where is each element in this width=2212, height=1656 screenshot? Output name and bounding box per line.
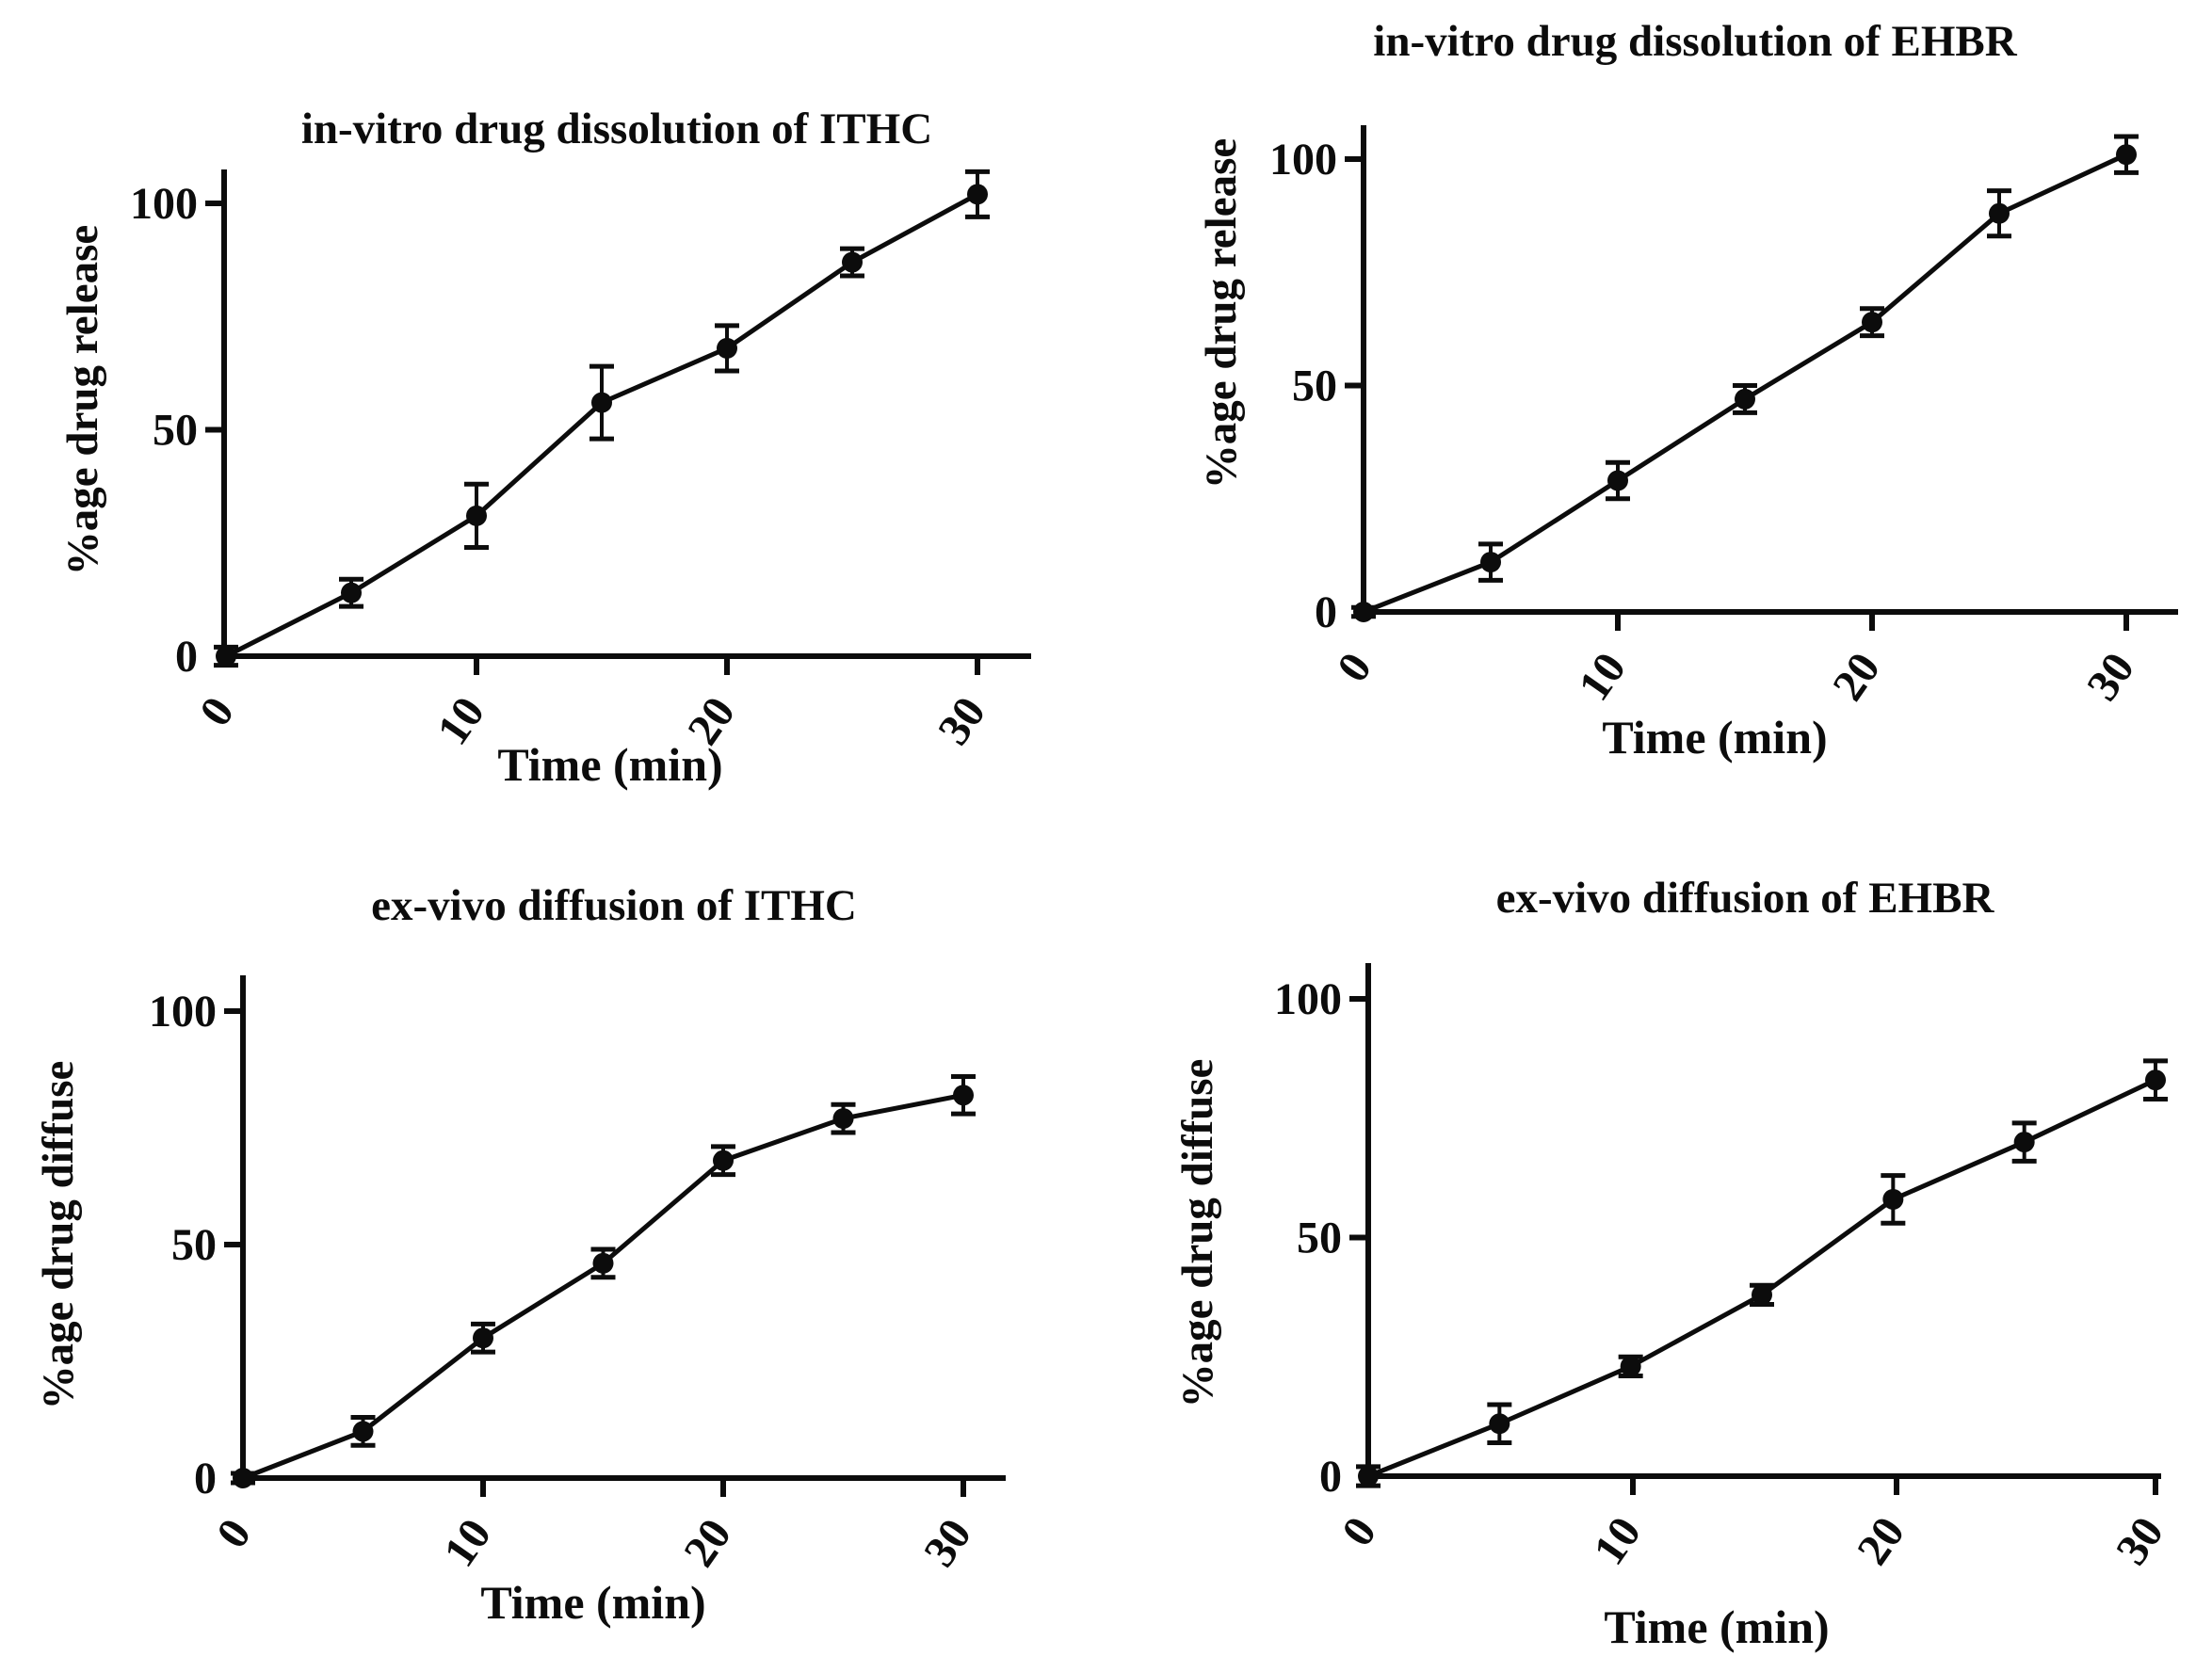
data-point-marker <box>466 505 487 526</box>
chart-invitro-dissolution-ithc: 0 50 100 0 10 20 30 in-vitro drug dissolution … <box>0 0 1106 828</box>
x-tick-label: 20 <box>674 1510 741 1576</box>
y-tick-label: 100 <box>1274 974 1342 1024</box>
data-point-marker <box>1989 202 2010 224</box>
x-axis-label: Time (min) <box>1604 1600 1830 1653</box>
y-tick-label: 0 <box>175 632 198 682</box>
x-tick-label: 10 <box>1569 644 1636 710</box>
chart-title: ex-vivo diffusion of ITHC <box>371 881 857 930</box>
x-tick-label: 20 <box>1823 644 1890 710</box>
x-tick-label: 0 <box>207 1510 261 1557</box>
y-axis-label: %age drug diffuse <box>34 1060 83 1410</box>
x-tick-label: 0 <box>1328 644 1381 691</box>
data-point-marker <box>591 392 612 413</box>
x-tick-label: 0 <box>190 688 244 735</box>
data-point-marker <box>1752 1284 1772 1306</box>
x-tick-label: 30 <box>2077 644 2144 710</box>
data-line <box>1367 1077 2157 1479</box>
data-point-marker <box>592 1252 614 1274</box>
y-axis-label: %age drug release <box>1197 137 1246 490</box>
data-point-marker <box>1620 1356 1641 1377</box>
data-point-marker <box>352 1421 374 1442</box>
x-axis-label: Time (min) <box>480 1576 706 1629</box>
data-point-marker <box>1489 1413 1510 1435</box>
chart-exvivo-diffusion-ehbr: 0 50 100 0 10 20 30 ex-vivo diffusion of EHBR … <box>1106 828 2212 1656</box>
data-point-marker <box>842 251 863 273</box>
y-tick-label: 50 <box>153 406 198 456</box>
data-point-marker <box>2116 144 2137 166</box>
chart-title: in-vitro drug dissolution of EHBR <box>1373 17 2017 66</box>
y-tick-label: 0 <box>1319 1452 1342 1502</box>
data-point-marker <box>2013 1132 2035 1153</box>
x-tick-label: 10 <box>434 1510 501 1576</box>
y-axis-label: %age drug release <box>58 224 107 576</box>
y-tick-label: 50 <box>171 1220 217 1270</box>
plot-canvas: 0 50 100 0 10 20 30 <box>1269 125 2178 710</box>
data-point-marker <box>967 184 988 205</box>
plot-canvas: 0 50 100 0 10 20 30 <box>1274 963 2173 1574</box>
x-tick-label: 10 <box>1584 1508 1651 1574</box>
x-axis-label: Time (min) <box>497 738 723 791</box>
chart-invitro-dissolution-ehbr: 0 50 100 0 10 20 30 in-vitro drug dissolution … <box>1106 0 2212 828</box>
data-point-marker <box>1882 1188 1904 1210</box>
data-point-marker <box>1607 470 1628 491</box>
y-tick-label: 50 <box>1297 1214 1342 1263</box>
y-tick-label: 0 <box>194 1454 217 1503</box>
x-tick-label: 20 <box>1848 1508 1914 1574</box>
y-tick-label: 50 <box>1292 362 1337 411</box>
y-tick-label: 100 <box>130 179 198 229</box>
data-point-marker <box>832 1108 854 1130</box>
chart-title: in-vitro drug dissolution of ITHC <box>300 105 933 153</box>
x-tick-label: 30 <box>928 688 995 754</box>
data-point-marker <box>473 1327 493 1349</box>
chart-title: ex-vivo diffusion of EHBR <box>1495 874 1994 923</box>
data-point-marker <box>1480 552 1501 573</box>
y-axis-label: %age drug diffuse <box>1173 1058 1222 1408</box>
y-tick-label: 100 <box>1269 135 1337 185</box>
data-line <box>242 1092 964 1481</box>
data-point-marker <box>1862 312 1882 333</box>
data-point-marker <box>341 582 362 603</box>
y-tick-label: 100 <box>149 987 217 1037</box>
x-tick-label: 30 <box>914 1510 981 1576</box>
data-point-marker <box>953 1085 974 1106</box>
y-tick-label: 0 <box>1315 587 1337 637</box>
chart-exvivo-diffusion-ithc: 0 50 100 0 10 20 30 ex-vivo diffusion of ITHC … <box>0 828 1106 1656</box>
plot-canvas: 0 50 100 0 10 20 30 <box>149 975 1006 1576</box>
data-point-marker <box>2145 1069 2166 1091</box>
x-tick-label: 30 <box>2107 1508 2173 1574</box>
x-tick-label: 0 <box>1332 1508 1386 1555</box>
x-tick-label: 10 <box>428 688 494 754</box>
data-point-marker <box>717 337 737 359</box>
x-axis-label: Time (min) <box>1602 711 1828 764</box>
data-point-marker <box>1735 388 1755 410</box>
data-point-marker <box>713 1150 734 1171</box>
